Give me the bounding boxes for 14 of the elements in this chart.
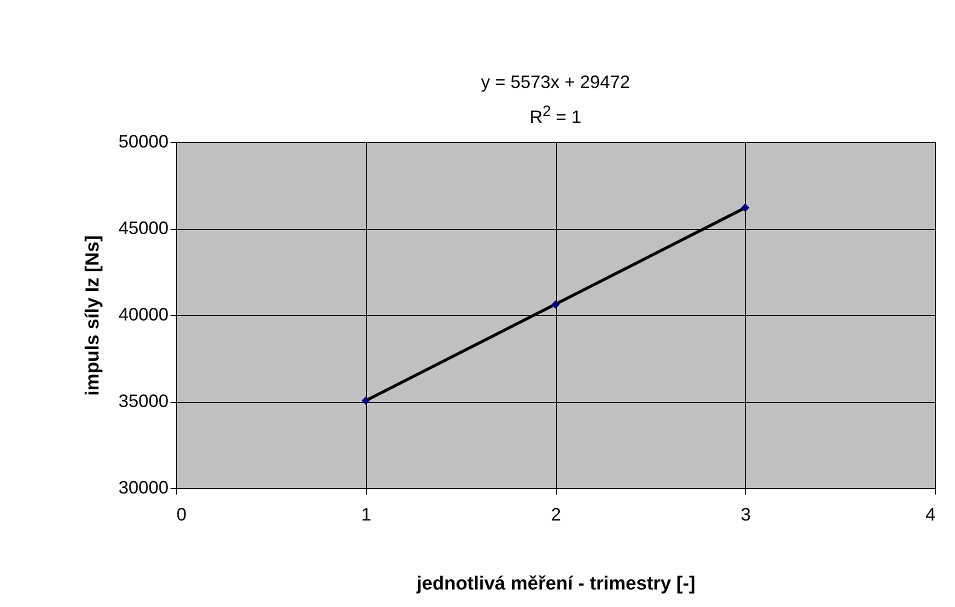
x-tick-label: 2: [550, 504, 562, 524]
y-axis-title: impuls síly Iz [Ns]: [82, 235, 104, 396]
y-tick-label: 45000: [118, 218, 168, 238]
x-tick-label: 1: [361, 504, 372, 524]
x-tick-label: 0: [176, 504, 187, 524]
y-tick-label: 50000: [118, 132, 168, 152]
text: R$^{2}$ = 1: [528, 102, 582, 129]
y-tick-label: 30000: [118, 478, 168, 498]
text: y = 5573x + 29472: [480, 71, 632, 94]
y-tick-label: 40000: [118, 304, 168, 324]
x-axis-title: jednotlivá měření - trimestry [-]: [416, 574, 696, 594]
y-tick-label: 35000: [118, 391, 168, 411]
x-tick-label: 3: [740, 504, 751, 524]
x-tick-label: 4: [925, 504, 936, 524]
